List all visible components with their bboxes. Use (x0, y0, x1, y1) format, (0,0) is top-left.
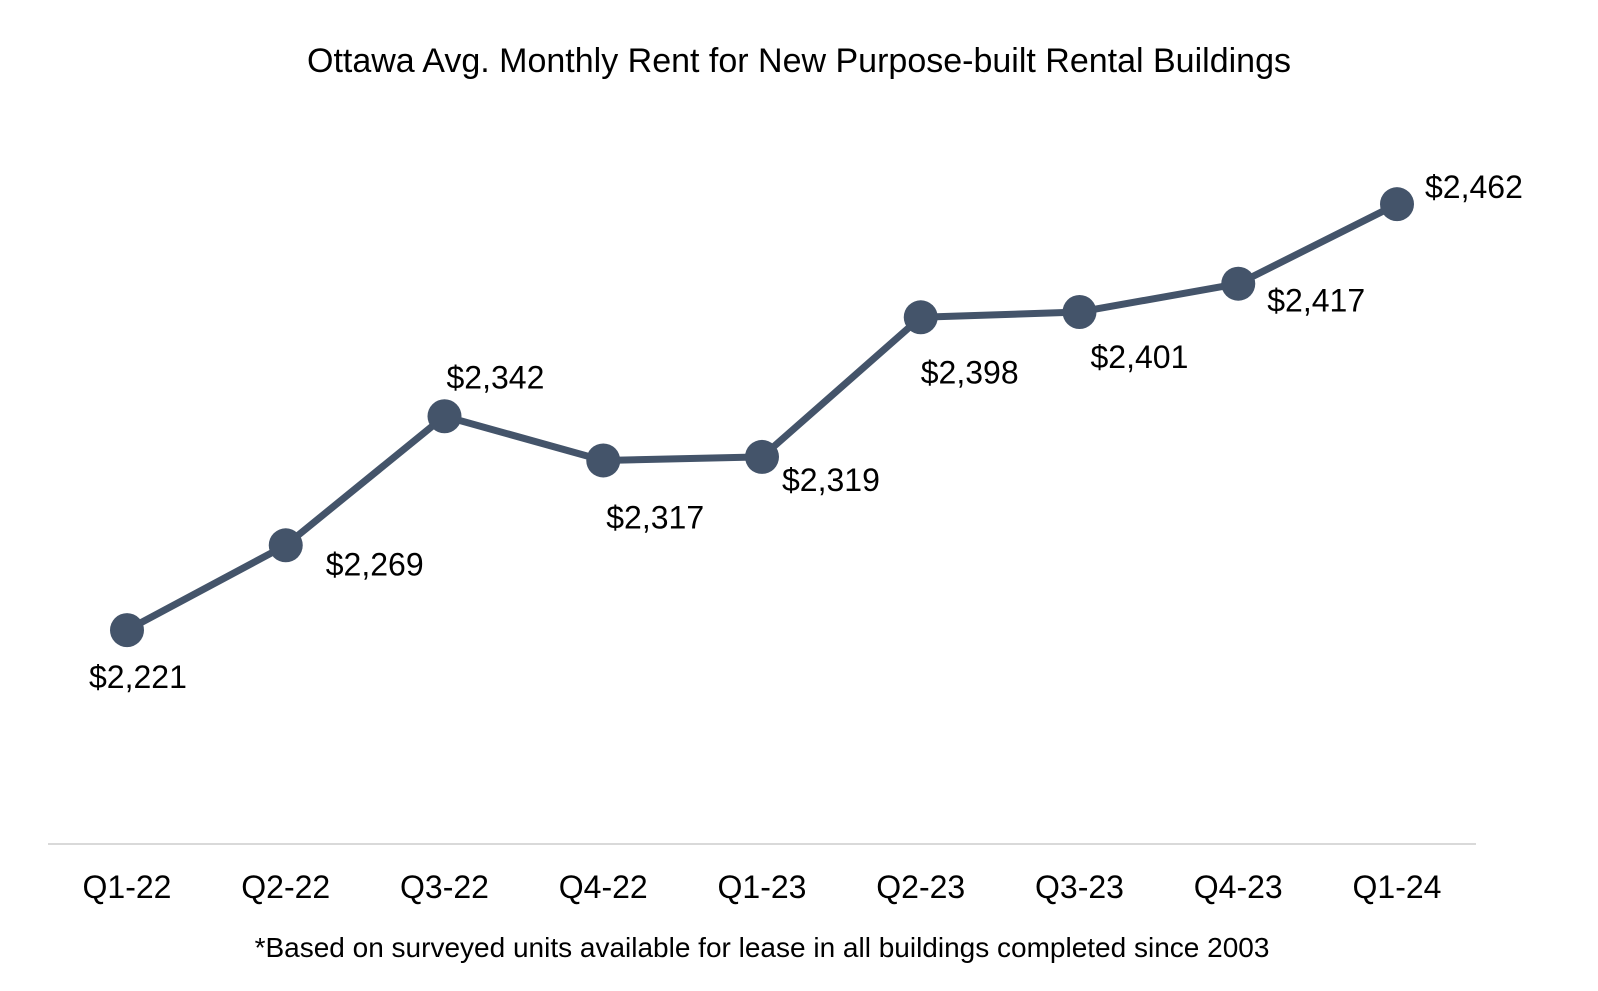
data-point (586, 443, 621, 478)
data-point (1062, 294, 1097, 329)
data-point (1221, 266, 1256, 301)
data-label: $2,319 (782, 462, 880, 498)
data-label: $2,401 (1091, 339, 1189, 375)
data-label: $2,317 (606, 499, 704, 535)
data-label: $2,221 (89, 659, 187, 695)
x-tick-label: Q1-22 (83, 869, 172, 905)
series-line (125, 201, 1399, 634)
x-tick-label: Q3-23 (1035, 869, 1124, 905)
x-tick-label: Q2-22 (241, 869, 330, 905)
data-point (427, 399, 462, 434)
data-point (903, 300, 938, 335)
x-tick-label: Q1-24 (1353, 869, 1442, 905)
data-point (110, 613, 144, 648)
chart-title: Ottawa Avg. Monthly Rent for New Purpose… (307, 42, 1291, 80)
data-label: $2,462 (1425, 169, 1523, 205)
x-tick-label: Q3-22 (400, 869, 489, 905)
x-tick-label: Q1-23 (718, 869, 807, 905)
chart-footnote: *Based on surveyed units available for l… (255, 932, 1270, 963)
data-label: $2,269 (326, 546, 424, 582)
x-tick-label: Q2-23 (876, 869, 965, 905)
data-label: $2,342 (447, 359, 545, 395)
data-point (745, 439, 779, 474)
x-tick-label: Q4-23 (1194, 869, 1283, 905)
x-tick-label: Q4-22 (559, 869, 648, 905)
data-label: $2,398 (921, 354, 1019, 390)
data-label: $2,417 (1267, 283, 1365, 319)
data-point (268, 528, 303, 563)
data-point (1380, 187, 1414, 222)
